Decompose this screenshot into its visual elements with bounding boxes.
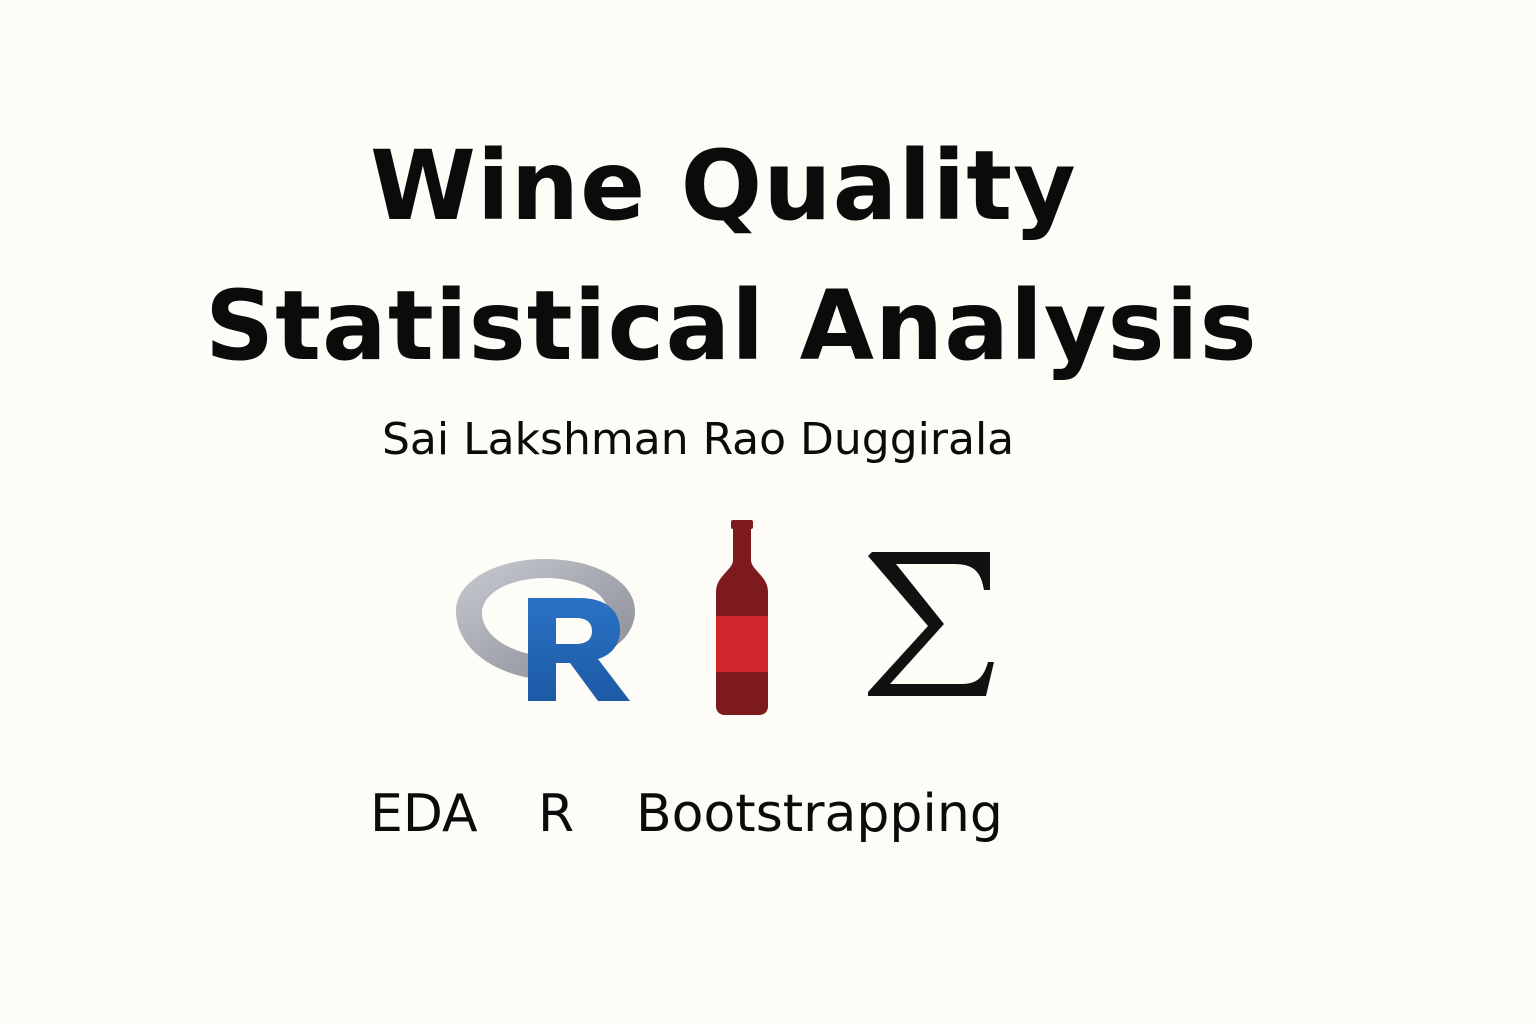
r-logo-icon bbox=[456, 559, 635, 701]
wine-bottle-icon bbox=[716, 520, 768, 715]
author-name: Sai Lakshman Rao Duggirala bbox=[382, 414, 1015, 465]
tag-r: R bbox=[538, 784, 575, 844]
tag-eda: EDA bbox=[370, 784, 478, 844]
title-line-1: Wine Quality bbox=[370, 130, 1077, 242]
sigma-icon bbox=[868, 552, 994, 696]
title-line-2: Statistical Analysis bbox=[205, 270, 1258, 382]
tag-bootstrapping: Bootstrapping bbox=[636, 784, 1003, 844]
